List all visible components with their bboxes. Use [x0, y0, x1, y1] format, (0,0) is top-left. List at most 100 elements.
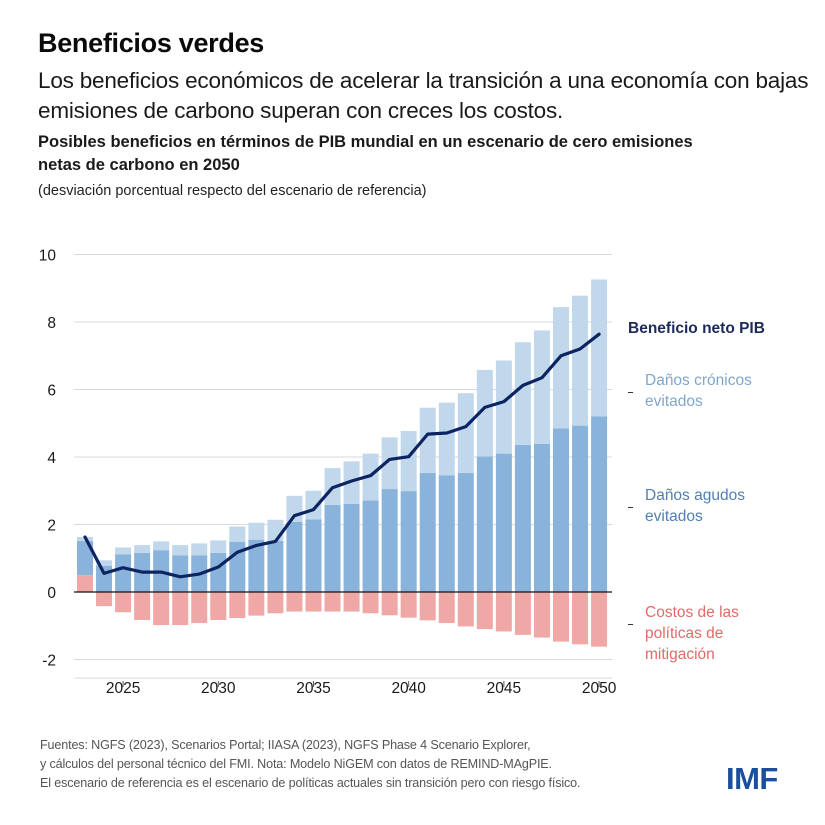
y-tick-label: 10 [39, 248, 57, 265]
bar-mitigation-costs [400, 592, 417, 618]
legend-label: evitados [645, 393, 703, 410]
bar-acute-damages [77, 541, 93, 576]
bar-mitigation-costs [343, 592, 360, 612]
bar-mitigation-costs [134, 592, 151, 621]
footer-line: Fuentes: NGFS (2023), Scenarios Portal; … [40, 738, 531, 752]
bar-acute-damages [96, 565, 113, 592]
bar-acute-damages [381, 489, 398, 592]
footer-line: y cálculos del personal técnico del FMI.… [40, 757, 552, 771]
page-subtitle: Los beneficios económicos de acelerar la… [38, 68, 809, 123]
legend-label: políticas de [645, 625, 724, 642]
chart-title: Posibles beneficios en términos de PIB m… [38, 133, 693, 174]
bar-chronic-damages [572, 295, 589, 426]
bar-mitigation-costs [305, 592, 322, 612]
bar-chronic-damages [457, 393, 474, 473]
bar-mitigation-costs [286, 592, 303, 612]
bar-mitigation-costs [553, 592, 569, 642]
bar-mitigation-costs [438, 592, 455, 624]
bar-chronic-damages [514, 342, 531, 445]
x-axis: 2025 2030 2035 2040 2045 2050 [74, 677, 617, 697]
page-title: Beneficios verdes [38, 28, 265, 58]
bar-acute-damages [305, 519, 322, 592]
bar-chronic-damages [400, 431, 417, 492]
gridlines [74, 254, 612, 660]
legend-label: Daños crónicos [645, 372, 752, 389]
bar-chronic-damages [172, 545, 189, 556]
bar-mitigation-costs [457, 592, 474, 627]
bar-chronic-damages [191, 543, 208, 556]
bar-acute-damages [324, 504, 341, 592]
bar-acute-damages [172, 555, 189, 592]
bar-mitigation-costs [419, 592, 436, 621]
bar-chronic-damages [210, 540, 227, 553]
bar-chronic-damages [438, 402, 455, 476]
bar-acute-damages [419, 472, 436, 592]
bar-mitigation-costs [324, 592, 341, 612]
bar-acute-damages [362, 500, 379, 592]
x-tick-label: 2045 [487, 680, 521, 697]
bar-acute-damages [533, 443, 550, 592]
bar-chronic-damages [533, 330, 550, 444]
y-tick-label: 6 [47, 383, 56, 400]
x-tick-label: 2040 [391, 680, 426, 697]
bar-acute-damages [476, 456, 493, 592]
bar-mitigation-costs [267, 592, 284, 614]
y-axis-labels: -2 0 2 4 6 8 10 [39, 248, 57, 670]
footer-notes: Fuentes: NGFS (2023), Scenarios Portal; … [40, 736, 581, 793]
bar-chronic-damages [553, 307, 569, 429]
y-tick-label: 0 [47, 585, 56, 602]
bar-mitigation-costs [96, 592, 113, 607]
bar-mitigation-costs [153, 592, 170, 626]
bar-chronic-damages [229, 526, 246, 542]
imf-logo: IMF [726, 761, 778, 796]
bar-acute-damages [514, 444, 531, 592]
bar-acute-damages [343, 503, 360, 592]
bar-chronic-damages [153, 541, 170, 551]
bar-acute-damages [572, 425, 589, 592]
bar-mitigation-costs [381, 592, 398, 616]
legend-marker [628, 624, 633, 625]
bar-mitigation-costs [77, 575, 93, 592]
bar-mitigation-costs [229, 592, 246, 618]
x-tick-label: 2030 [201, 680, 236, 697]
x-tick-label: 2025 [106, 680, 140, 697]
bars [77, 279, 608, 647]
bar-mitigation-costs [476, 592, 493, 630]
bar-acute-damages [553, 428, 569, 592]
legend-label: Beneficio neto PIB [628, 320, 765, 337]
bar-acute-damages [591, 416, 608, 592]
legend-label: evitados [645, 508, 703, 525]
bar-acute-damages [267, 540, 284, 592]
y-tick-label: 8 [47, 315, 56, 332]
legend-label: mitigación [645, 646, 715, 663]
x-tick-label: 2035 [296, 680, 330, 697]
legend-label: Daños agudos [645, 487, 745, 504]
bar-chronic-damages [495, 360, 512, 454]
bar-mitigation-costs [115, 592, 132, 613]
bar-mitigation-costs [495, 592, 512, 632]
legend-item: Costos de las políticas de mitigación [645, 602, 739, 665]
bar-acute-damages [495, 453, 512, 592]
bar-chronic-damages [115, 547, 132, 555]
legend-marker [628, 507, 633, 508]
legend-item: Daños crónicos evitados [645, 370, 752, 412]
bar-mitigation-costs [172, 592, 189, 626]
bar-mitigation-costs [210, 592, 227, 621]
bar-chronic-damages [96, 560, 113, 566]
y-tick-label: -2 [42, 653, 56, 670]
bar-chronic-damages [419, 407, 436, 473]
bar-acute-damages [438, 475, 455, 592]
bar-mitigation-costs [533, 592, 550, 638]
bar-chronic-damages [591, 279, 608, 417]
bar-chronic-damages [267, 519, 284, 541]
legend-item: Daños agudos evitados [645, 485, 745, 527]
net-benefit-line [83, 332, 601, 579]
bar-mitigation-costs [514, 592, 531, 635]
bar-acute-damages [210, 552, 227, 592]
y-tick-label: 4 [47, 450, 56, 467]
footer-line: El escenario de referencia es el escenar… [40, 776, 581, 790]
bar-acute-damages [286, 521, 303, 592]
bar-mitigation-costs [572, 592, 589, 645]
bar-acute-damages [400, 491, 417, 592]
bar-chronic-damages [381, 437, 398, 490]
